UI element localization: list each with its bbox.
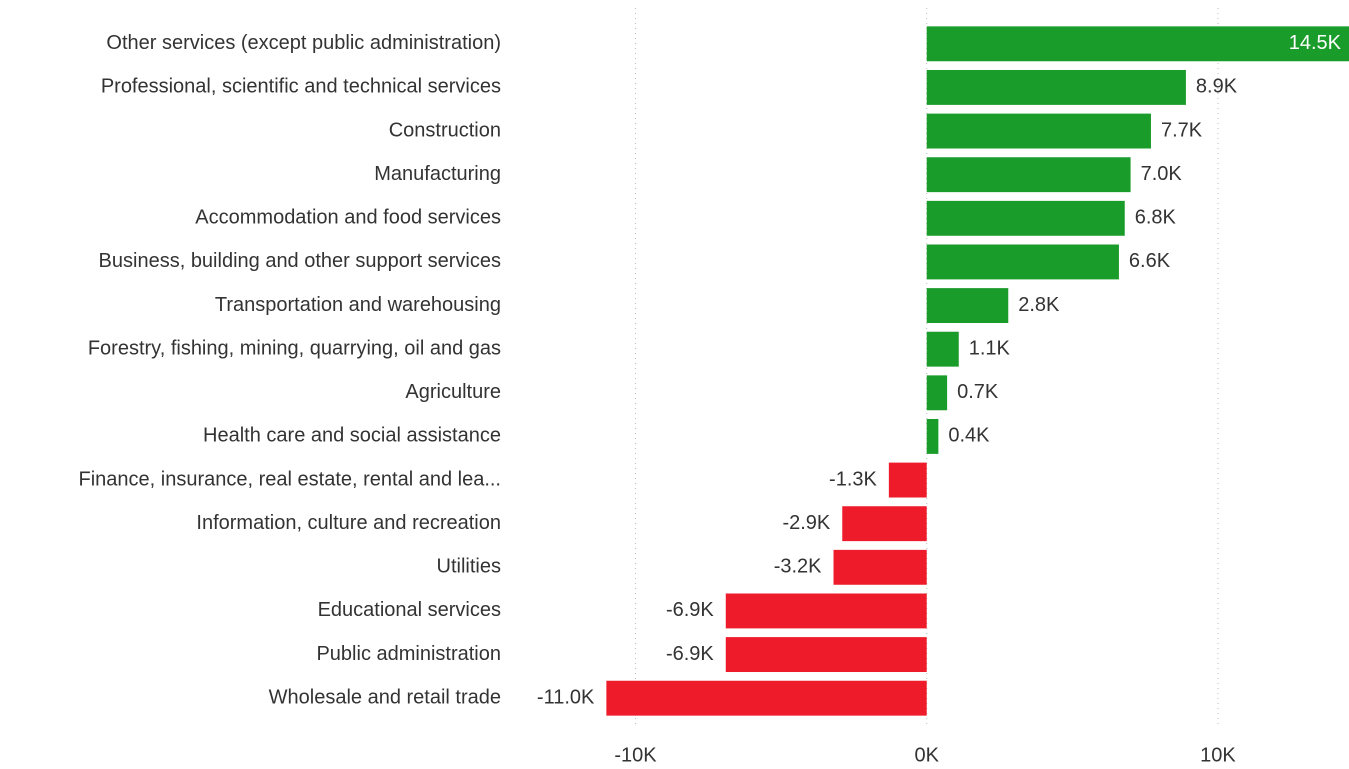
bar	[833, 549, 927, 585]
data-label: -1.3K	[829, 468, 877, 490]
x-tick-label: -10K	[614, 744, 657, 766]
category-label: Information, culture and recreation	[196, 512, 501, 534]
data-label: -11.0K	[537, 686, 595, 708]
data-label: 6.8K	[1135, 207, 1177, 229]
category-label: Forestry, fishing, mining, quarrying, oi…	[88, 337, 501, 359]
data-label: 14.5K	[1289, 32, 1342, 54]
bar	[725, 593, 927, 629]
data-label: -6.9K	[666, 599, 714, 621]
data-label: -6.9K	[666, 643, 714, 665]
data-label: 0.7K	[957, 381, 999, 403]
category-label: Finance, insurance, real estate, rental …	[79, 468, 501, 490]
bar	[926, 157, 1131, 193]
data-label: 6.6K	[1129, 250, 1171, 272]
category-label: Business, building and other support ser…	[99, 250, 501, 272]
bar	[725, 637, 927, 673]
data-label: 7.7K	[1161, 119, 1203, 141]
category-label: Utilities	[437, 556, 501, 578]
bar	[926, 113, 1151, 149]
x-tick-label: 10K	[1200, 744, 1236, 766]
category-label: Wholesale and retail trade	[269, 686, 501, 708]
bar	[926, 418, 939, 454]
category-label: Other services (except public administra…	[106, 32, 501, 54]
bar	[926, 375, 948, 411]
category-label: Accommodation and food services	[195, 207, 501, 229]
data-label: 2.8K	[1018, 294, 1060, 316]
bar	[926, 26, 1349, 62]
bar	[926, 244, 1119, 280]
bar	[842, 506, 927, 542]
data-label: 1.1K	[969, 337, 1011, 359]
data-label: 0.4K	[948, 425, 990, 447]
category-label: Educational services	[318, 599, 501, 621]
category-label: Construction	[389, 119, 501, 141]
data-label: 7.0K	[1141, 163, 1183, 185]
category-label: Professional, scientific and technical s…	[101, 76, 501, 98]
bar	[606, 680, 927, 716]
bar	[926, 331, 959, 367]
category-label: Public administration	[316, 643, 501, 665]
category-label: Manufacturing	[374, 163, 501, 185]
bar	[926, 200, 1125, 236]
category-label: Agriculture	[405, 381, 501, 403]
category-label: Transportation and warehousing	[215, 294, 501, 316]
data-label: 8.9K	[1196, 76, 1238, 98]
category-label: Health care and social assistance	[203, 425, 501, 447]
x-tick-label: 0K	[914, 744, 939, 766]
data-label: -2.9K	[782, 512, 830, 534]
data-label: -3.2K	[774, 556, 822, 578]
bar	[926, 69, 1186, 105]
bar	[926, 288, 1009, 324]
bar	[888, 462, 927, 498]
